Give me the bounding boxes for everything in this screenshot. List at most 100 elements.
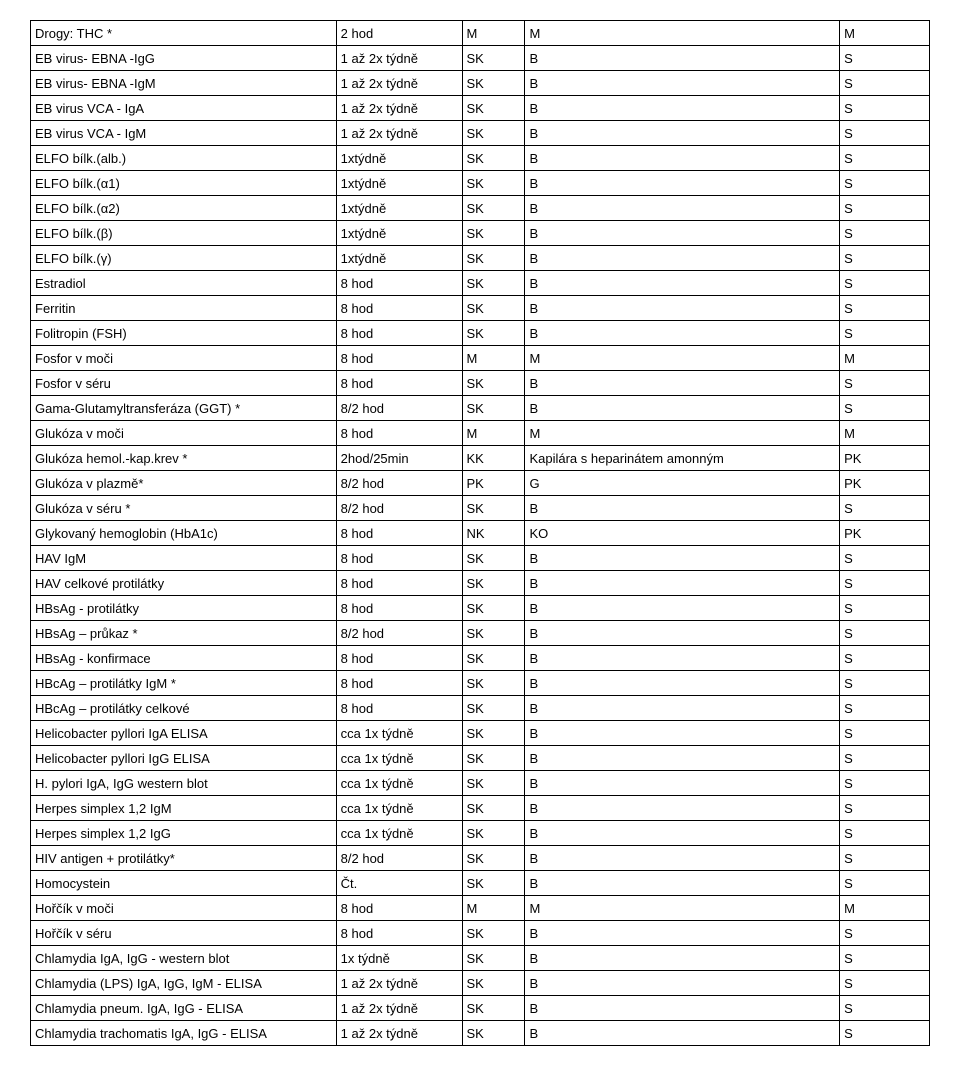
table-cell: Hořčík v séru	[31, 921, 337, 946]
table-cell: Glukóza v plazmě*	[31, 471, 337, 496]
table-cell: SK	[462, 596, 525, 621]
table-cell: HBsAg - protilátky	[31, 596, 337, 621]
table-cell: B	[525, 1021, 840, 1046]
table-row: Glukóza v plazmě*8/2 hodPKGPK	[31, 471, 930, 496]
table-cell: SK	[462, 321, 525, 346]
table-cell: B	[525, 371, 840, 396]
table-cell: Kapilára s heparinátem amonným	[525, 446, 840, 471]
table-cell: S	[840, 371, 930, 396]
table-cell: cca 1x týdně	[336, 796, 462, 821]
table-cell: cca 1x týdně	[336, 721, 462, 746]
table-cell: B	[525, 971, 840, 996]
table-cell: M	[840, 421, 930, 446]
table-cell: S	[840, 396, 930, 421]
table-cell: S	[840, 1021, 930, 1046]
table-cell: S	[840, 196, 930, 221]
table-cell: M	[462, 896, 525, 921]
table-cell: 8 hod	[336, 596, 462, 621]
table-cell: 8 hod	[336, 896, 462, 921]
table-cell: B	[525, 796, 840, 821]
table-cell: 1xtýdně	[336, 146, 462, 171]
table-cell: EB virus VCA - IgA	[31, 96, 337, 121]
table-cell: EB virus- EBNA -IgG	[31, 46, 337, 71]
table-cell: 1xtýdně	[336, 171, 462, 196]
table-row: EB virus VCA - IgM1 až 2x týdněSKBS	[31, 121, 930, 146]
table-row: HBsAg – průkaz *8/2 hodSKBS	[31, 621, 930, 646]
table-cell: Chlamydia pneum. IgA, IgG - ELISA	[31, 996, 337, 1021]
table-cell: S	[840, 596, 930, 621]
table-cell: M	[525, 21, 840, 46]
table-cell: PK	[840, 471, 930, 496]
table-cell: ELFO bílk.(γ)	[31, 246, 337, 271]
table-row: HomocysteinČt.SKBS	[31, 871, 930, 896]
table-cell: 8 hod	[336, 421, 462, 446]
table-cell: S	[840, 871, 930, 896]
table-cell: S	[840, 746, 930, 771]
table-cell: B	[525, 646, 840, 671]
table-row: Chlamydia (LPS) IgA, IgG, IgM - ELISA1 a…	[31, 971, 930, 996]
table-row: Ferritin8 hodSKBS	[31, 296, 930, 321]
table-cell: B	[525, 871, 840, 896]
table-cell: S	[840, 546, 930, 571]
table-cell: 1xtýdně	[336, 196, 462, 221]
table-row: Drogy: THC *2 hodMMM	[31, 21, 930, 46]
table-cell: KO	[525, 521, 840, 546]
table-row: EB virus- EBNA -IgG1 až 2x týdněSKBS	[31, 46, 930, 71]
table-cell: B	[525, 671, 840, 696]
table-cell: 8 hod	[336, 921, 462, 946]
table-row: HBsAg - konfirmace8 hodSKBS	[31, 646, 930, 671]
table-cell: EB virus- EBNA -IgM	[31, 71, 337, 96]
table-cell: B	[525, 196, 840, 221]
table-cell: 1 až 2x týdně	[336, 121, 462, 146]
table-cell: Homocystein	[31, 871, 337, 896]
table-cell: EB virus VCA - IgM	[31, 121, 337, 146]
table-cell: SK	[462, 171, 525, 196]
table-cell: SK	[462, 621, 525, 646]
table-cell: S	[840, 46, 930, 71]
table-cell: S	[840, 796, 930, 821]
table-cell: SK	[462, 721, 525, 746]
table-cell: B	[525, 571, 840, 596]
table-cell: 8/2 hod	[336, 396, 462, 421]
table-row: HIV antigen + protilátky*8/2 hodSKBS	[31, 846, 930, 871]
table-cell: Herpes simplex 1,2 IgM	[31, 796, 337, 821]
table-cell: Glukóza v moči	[31, 421, 337, 446]
table-cell: Estradiol	[31, 271, 337, 296]
table-cell: B	[525, 696, 840, 721]
table-cell: HAV celkové protilátky	[31, 571, 337, 596]
table-row: Folitropin (FSH)8 hodSKBS	[31, 321, 930, 346]
table-cell: B	[525, 121, 840, 146]
table-cell: HBcAg – protilátky IgM *	[31, 671, 337, 696]
table-cell: SK	[462, 396, 525, 421]
table-cell: B	[525, 271, 840, 296]
table-cell: 8/2 hod	[336, 846, 462, 871]
table-cell: S	[840, 171, 930, 196]
table-cell: SK	[462, 371, 525, 396]
table-row: Helicobacter pyllori IgA ELISAcca 1x týd…	[31, 721, 930, 746]
table-cell: B	[525, 246, 840, 271]
table-cell: SK	[462, 121, 525, 146]
table-cell: SK	[462, 821, 525, 846]
table-cell: M	[840, 346, 930, 371]
table-row: HBsAg - protilátky8 hodSKBS	[31, 596, 930, 621]
table-row: Hořčík v moči8 hodMMM	[31, 896, 930, 921]
table-cell: 1 až 2x týdně	[336, 71, 462, 96]
table-cell: M	[840, 21, 930, 46]
table-cell: PK	[840, 521, 930, 546]
table-cell: S	[840, 246, 930, 271]
table-row: Gama-Glutamyltransferáza (GGT) *8/2 hodS…	[31, 396, 930, 421]
table-cell: B	[525, 621, 840, 646]
table-cell: SK	[462, 671, 525, 696]
table-cell: Glukóza hemol.-kap.krev *	[31, 446, 337, 471]
table-cell: B	[525, 846, 840, 871]
table-cell: 1x týdně	[336, 946, 462, 971]
table-cell: SK	[462, 146, 525, 171]
table-cell: M	[525, 346, 840, 371]
table-cell: B	[525, 96, 840, 121]
table-cell: 1 až 2x týdně	[336, 971, 462, 996]
table-cell: HBsAg - konfirmace	[31, 646, 337, 671]
table-cell: S	[840, 496, 930, 521]
table-cell: KK	[462, 446, 525, 471]
table-cell: S	[840, 846, 930, 871]
table-cell: S	[840, 946, 930, 971]
